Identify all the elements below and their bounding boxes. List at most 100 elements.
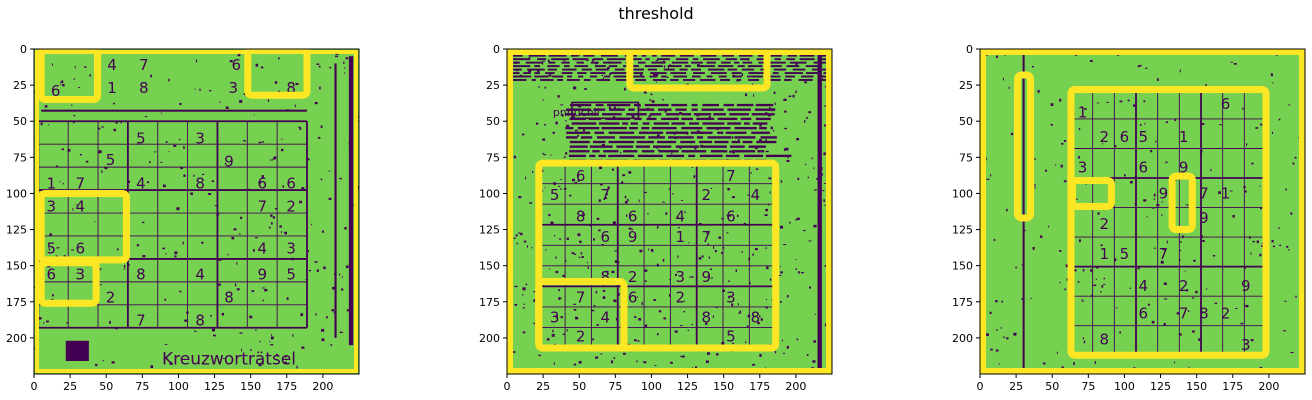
- noise-speck: [271, 334, 273, 336]
- noise-speck: [74, 65, 76, 69]
- text-line: [512, 61, 520, 64]
- noise-speck: [662, 201, 665, 203]
- noise-speck: [804, 120, 806, 123]
- noise-speck: [663, 65, 666, 68]
- text-line: [671, 61, 689, 64]
- text-line: [710, 72, 727, 74]
- noise-speck: [808, 111, 812, 114]
- edge-line: [817, 49, 822, 374]
- noise-speck: [531, 247, 533, 249]
- text-line: [557, 79, 564, 81]
- noise-speck: [735, 269, 737, 272]
- text-line: [756, 58, 770, 61]
- noise-speck: [773, 129, 775, 132]
- text-line: [579, 113, 599, 116]
- noise-speck: [669, 361, 673, 364]
- noise-speck: [993, 238, 996, 241]
- noise-speck: [613, 116, 616, 119]
- noise-speck: [179, 102, 182, 105]
- y-tick-label: 0: [493, 43, 500, 56]
- text-line: [729, 113, 749, 116]
- noise-speck: [985, 157, 987, 161]
- noise-speck: [280, 231, 282, 234]
- noise-speck: [294, 104, 296, 107]
- noise-speck: [1063, 139, 1067, 142]
- noise-speck: [522, 294, 524, 296]
- noise-speck: [518, 196, 522, 199]
- noise-speck: [321, 328, 325, 332]
- sudoku-digit: 2: [1099, 215, 1109, 233]
- noise-speck: [71, 249, 74, 251]
- noise-speck: [1178, 333, 1182, 336]
- sudoku-digit: 4: [257, 239, 267, 257]
- noise-speck: [1002, 336, 1006, 338]
- sudoku-digit: 6: [628, 288, 638, 306]
- noise-speck: [789, 221, 791, 224]
- noise-speck: [608, 106, 611, 109]
- sudoku-digit: 2: [1221, 304, 1231, 322]
- noise-speck: [677, 216, 679, 218]
- noise-speck: [558, 185, 561, 187]
- noise-speck: [150, 74, 152, 78]
- text-line: [534, 75, 549, 78]
- noise-speck: [150, 365, 154, 369]
- sudoku-digit: 8: [600, 268, 610, 286]
- noise-speck: [1143, 199, 1147, 202]
- text-line: [736, 79, 742, 81]
- noise-speck: [240, 216, 243, 220]
- sudoku-digit: 5: [726, 327, 736, 345]
- noise-speck: [1137, 267, 1140, 270]
- noise-speck: [558, 289, 560, 292]
- y-tick-label: 50: [486, 115, 500, 128]
- axes-frame: [33, 48, 360, 375]
- noise-speck: [526, 245, 528, 248]
- text-line: [805, 72, 820, 74]
- noise-speck: [346, 265, 349, 269]
- noise-speck: [1152, 207, 1155, 209]
- sudoku-digit: 8: [702, 309, 712, 327]
- noise-speck: [314, 101, 318, 105]
- y-tick-label: 200: [952, 332, 973, 345]
- text-line: [642, 122, 650, 125]
- noise-speck: [986, 178, 990, 180]
- noise-speck: [690, 276, 694, 278]
- noise-speck: [195, 59, 198, 63]
- noise-speck: [1044, 169, 1047, 172]
- noise-speck: [696, 114, 700, 117]
- noise-speck: [806, 354, 809, 356]
- text-line: [577, 72, 587, 74]
- text-line: [710, 150, 728, 153]
- noise-speck: [73, 114, 76, 117]
- noise-speck: [179, 138, 181, 141]
- noise-speck: [813, 167, 815, 170]
- noise-speck: [211, 180, 214, 183]
- noise-speck: [573, 115, 575, 118]
- x-tick-label: 75: [1081, 380, 1095, 393]
- text-line: [731, 140, 741, 144]
- y-tick-label: 125: [952, 224, 973, 237]
- text-line: [653, 122, 670, 125]
- noise-speck: [785, 147, 789, 151]
- text-line: [658, 108, 672, 111]
- noise-speck: [579, 240, 582, 244]
- text-line: [565, 136, 578, 139]
- noise-speck: [315, 313, 317, 316]
- text-line: [580, 136, 593, 139]
- noise-speck: [44, 105, 48, 108]
- noise-speck: [183, 174, 186, 177]
- text-line: [566, 131, 591, 134]
- text-line: [693, 72, 705, 74]
- noise-speck: [243, 93, 246, 95]
- noise-speck: [694, 366, 698, 370]
- x-tick-label: 0: [977, 380, 984, 393]
- text-line: [577, 75, 584, 78]
- noise-speck: [650, 93, 653, 96]
- noise-speck: [236, 288, 240, 291]
- noise-speck: [202, 173, 205, 176]
- noise-speck: [995, 300, 998, 303]
- text-line: [811, 68, 819, 71]
- text-line: [792, 68, 806, 71]
- text-line: [600, 54, 618, 57]
- noise-speck: [688, 242, 690, 244]
